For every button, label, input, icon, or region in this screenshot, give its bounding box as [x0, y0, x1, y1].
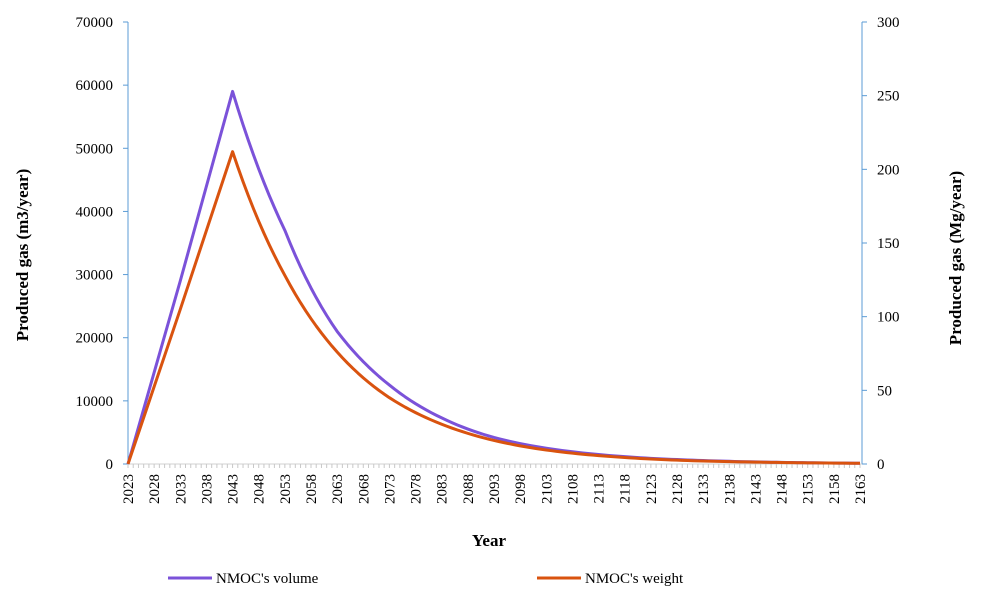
x-tick-label: 2083 — [435, 474, 451, 504]
x-tick-label: 2048 — [252, 474, 268, 504]
right-tick-label: 50 — [877, 383, 892, 399]
x-tick-label: 2123 — [644, 474, 660, 504]
x-tick-label: 2093 — [487, 474, 503, 504]
left-tick-label: 60000 — [76, 78, 114, 94]
right-tick-label: 300 — [877, 15, 900, 31]
x-axis: 2023 2028 2033 2038 2043 2048 2053 2058 2063 2068… — [121, 463, 869, 504]
left-tick-label: 30000 — [76, 268, 114, 284]
x-tick-label: 2148 — [775, 474, 791, 504]
left-tick-label: 70000 — [76, 15, 114, 31]
x-tick-label: 2158 — [827, 474, 843, 504]
x-tick-label: 2143 — [748, 474, 764, 504]
legend-label-volume: NMOC's volume — [216, 571, 319, 587]
legend-label-weight: NMOC's weight — [585, 571, 684, 587]
x-tick-label: 2023 — [121, 474, 137, 504]
left-tick-label: 40000 — [76, 204, 114, 220]
series-line-volume — [126, 89, 861, 465]
x-axis-title: Year — [472, 531, 506, 550]
x-tick-label: 2128 — [670, 474, 686, 504]
x-tick-label: 2053 — [278, 474, 294, 504]
x-tick-label: 2108 — [565, 474, 581, 504]
x-tick-label: 2113 — [592, 474, 608, 503]
right-tick-label: 150 — [877, 236, 900, 252]
x-tick-label: 2138 — [722, 474, 738, 504]
x-tick-label: 2103 — [539, 474, 555, 504]
right-tick-label: 100 — [877, 310, 900, 326]
x-tick-label: 2078 — [409, 474, 425, 504]
legend: NMOC's volume NMOC's weight — [168, 571, 684, 587]
x-tick-label: 2133 — [696, 474, 712, 504]
left-tick-label: 10000 — [76, 394, 114, 410]
x-tick-label: 2063 — [330, 474, 346, 504]
right-tick-label: 200 — [877, 162, 900, 178]
x-tick-label: 2043 — [226, 474, 242, 504]
x-tick-label: 2068 — [356, 474, 372, 504]
x-tick-label: 2098 — [513, 474, 529, 504]
left-tick-label: 0 — [106, 457, 114, 473]
right-tick-label: 250 — [877, 89, 900, 105]
right-y-axis-title: Produced gas (Mg/year) — [946, 171, 965, 345]
x-tick-label: 2163 — [853, 474, 869, 504]
series-layer — [126, 89, 861, 465]
x-tick-label: 2073 — [382, 474, 398, 504]
x-tick-label: 2033 — [173, 474, 189, 504]
x-tick-label: 2028 — [147, 474, 163, 504]
x-tick-label: 2153 — [801, 474, 817, 504]
right-tick-label: 0 — [877, 457, 885, 473]
left-tick-label: 20000 — [76, 331, 114, 347]
left-y-axis: 0 10000 20000 30000 40000 50000 60000 70000 — [76, 15, 129, 473]
left-tick-label: 50000 — [76, 141, 114, 157]
x-tick-label: 2038 — [199, 474, 215, 504]
x-tick-label: 2058 — [304, 474, 320, 504]
x-tick-label: 2088 — [461, 474, 477, 504]
right-y-axis: 0 50 100 150 200 250 300 — [861, 15, 900, 473]
series-line-weight — [126, 150, 861, 465]
x-tick-label: 2118 — [618, 474, 634, 503]
left-y-axis-title: Produced gas (m3/year) — [13, 169, 32, 342]
